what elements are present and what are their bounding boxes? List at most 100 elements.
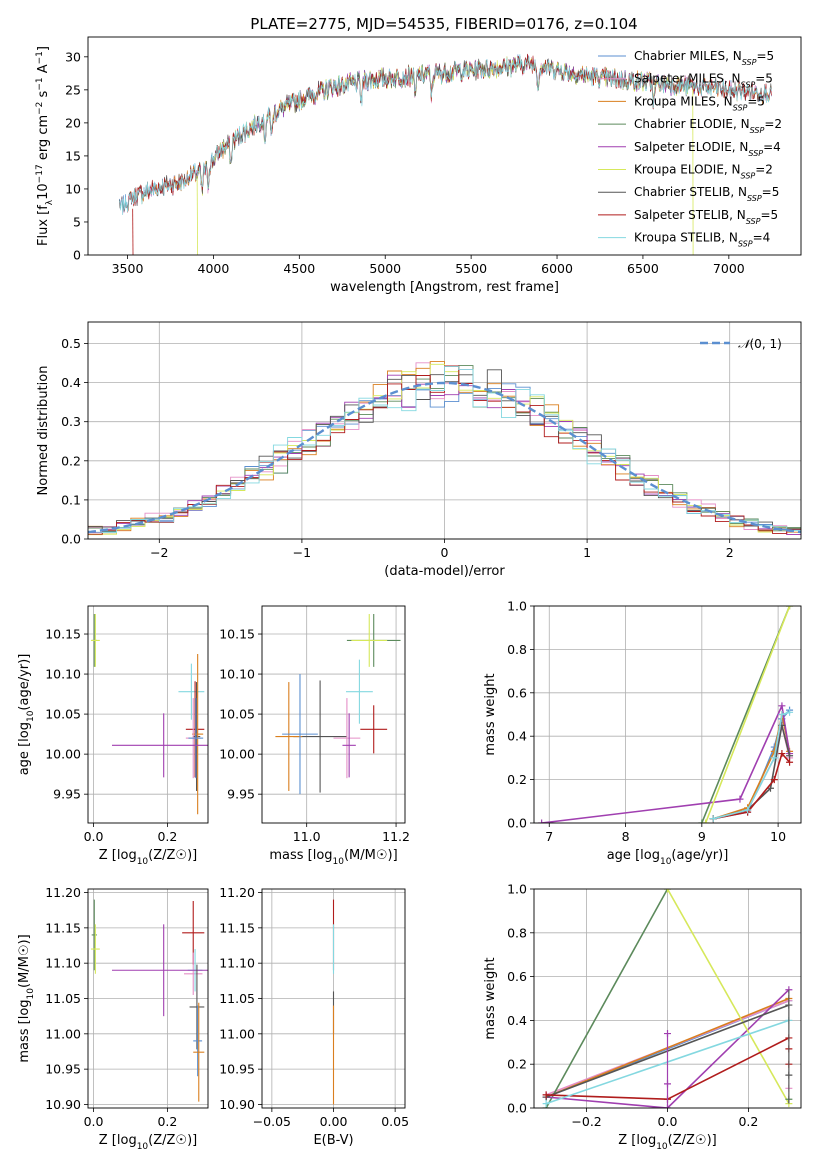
x-tick-label: 0.0 [84,1114,104,1129]
y-tick-label: 0.0 [61,532,81,547]
y-tick-label: 10.95 [219,1062,255,1077]
weight-marker [770,754,778,762]
y-tick-label: 0.5 [61,336,81,351]
y-tick-label: 0.2 [507,772,527,787]
x-tick-label: 1 [583,545,591,560]
y-tick-label: 25 [65,82,81,97]
legend-entry-label: Chabrier ELODIE, NSSP=2 [634,117,782,135]
x-tick-label: 0.00 [320,1114,348,1129]
x-tick-label: 5000 [369,261,401,276]
residuals-panel: −2 −1 0 1 2 0.0 0.1 0.2 0.3 0.4 0.5 (data-model)/er… [36,321,802,579]
x-tick-label: 0.2 [157,829,177,844]
axes-frame [87,321,802,540]
x-tick-label: −0.2 [571,1114,601,1129]
axes-frame [261,605,406,824]
y-tick-label: 15 [65,148,81,163]
y-tick-label: 0.2 [61,453,81,468]
x-tick-label: 4500 [283,261,315,276]
mass-vs-extinction-x-axis-label: E(B-V) [313,1133,353,1148]
x-tick-label: 4000 [198,261,230,276]
y-tick-label: 10.05 [45,707,81,722]
weight-marker [542,1091,550,1099]
y-tick-label: 10.90 [45,1097,81,1112]
errorbar-group [90,899,208,1102]
weight-vs-metallicity-y-axis-label: mass weight [483,957,498,1039]
spectrum-x-axis-label: wavelength [Angstrom, rest frame] [330,280,559,295]
y-tick-label: 11.00 [219,1026,255,1041]
y-tick-label: 1.0 [507,599,527,614]
x-tick-label: 5500 [455,261,487,276]
y-tick-label: 0.4 [507,729,527,744]
histogram-group [88,361,801,536]
y-tick-label: 0.1 [61,492,81,507]
y-tick-label: 10.90 [219,1097,255,1112]
weight-marker [538,819,546,823]
legend-entry-label: Kroupa MILES, NSSP=5 [634,94,765,112]
axes-frame [87,605,209,824]
legend-entry-label: Kroupa STELIB, NSSP=4 [634,231,770,249]
mass-vs-metallicity-panel: 0.0 0.2 10.90 10.95 11.00 11.05 11.10 11.15 11.2… [17,885,209,1152]
legend-entry-label: Salpeter MILES, NSSP=5 [634,72,773,90]
y-tick-label: 30 [65,49,81,64]
weight-marker [786,708,794,716]
weight-series-line [545,889,669,1108]
weight-series-line [666,889,790,1104]
y-tick-label: 9.95 [227,787,255,802]
axes-frame [533,888,802,1109]
y-tick-label: 11.15 [219,920,255,935]
weight-marker [542,1100,550,1108]
histogram-series [88,366,801,534]
age-vs-metallicity-x-axis-label: Z [log10(Z/Z☉)] [99,848,197,867]
x-tick-label: 0.05 [381,1114,409,1129]
y-tick-label: 10.10 [45,667,81,682]
y-tick-label: 11.20 [219,885,255,900]
x-tick-label: 0.2 [157,1114,177,1129]
y-tick-label: 10.15 [45,627,81,642]
age-vs-metallicity-panel: 0.0 0.2 9.95 10.00 10.05 10.10 10.15 Z [log10(Z… [17,605,209,867]
y-tick-label: 10.95 [45,1062,81,1077]
x-tick-label: 6500 [627,261,659,276]
y-tick-label: 10.05 [219,707,255,722]
x-tick-label: 3500 [112,261,144,276]
x-tick-label: 0.0 [84,829,104,844]
x-tick-label: −1 [293,545,311,560]
y-tick-label: 11.05 [219,991,255,1006]
x-tick-label: 7000 [713,261,745,276]
histogram-series [88,374,801,536]
weight-marker [778,711,786,718]
weight-lines [542,889,793,1108]
weight-marker [786,758,794,766]
weight-vs-age-x-axis-label: age [log10(age/yr)] [607,848,729,867]
mass-vs-metallicity-x-axis-label: Z [log10(Z/Z☉)] [99,1133,197,1152]
spectrum-series-line [119,54,772,216]
y-tick-label: 11.15 [45,920,81,935]
x-tick-label: 11.0 [293,829,321,844]
y-tick-label: 10.00 [219,747,255,762]
legend-entry-label: Salpeter STELIB, NSSP=5 [634,208,778,226]
weight-marker [709,815,717,823]
x-tick-label: 0 [441,545,449,560]
spectrum-panel: 3500 4000 4500 5000 5500 6000 6500 7000 0 5 10 15 20… [35,36,802,295]
weight-marker [778,750,786,758]
x-tick-label: 11.2 [382,829,410,844]
y-tick-label: 0.6 [507,969,527,984]
mass-vs-metallicity-y-axis-label: mass [log10(M/M☉)] [17,934,36,1062]
y-tick-label: 20 [65,115,81,130]
x-tick-label: 7 [545,829,553,844]
x-tick-label: 9 [698,829,706,844]
y-tick-label: 0.2 [507,1057,527,1072]
y-tick-label: 1.0 [507,882,527,897]
errorbar-group [90,614,208,815]
y-tick-label: 0 [73,248,81,263]
y-tick-label: 0.3 [61,414,81,429]
y-tick-label: 0.8 [507,925,527,940]
y-tick-label: 0.4 [507,1013,527,1028]
histogram-series [88,383,801,533]
weight-marker [664,889,671,893]
y-tick-label: 5 [73,214,81,229]
weight-marker [786,752,794,760]
y-tick-label: 9.95 [53,787,81,802]
spectrum-lines [119,53,772,255]
x-tick-label: −0.05 [253,1114,291,1129]
